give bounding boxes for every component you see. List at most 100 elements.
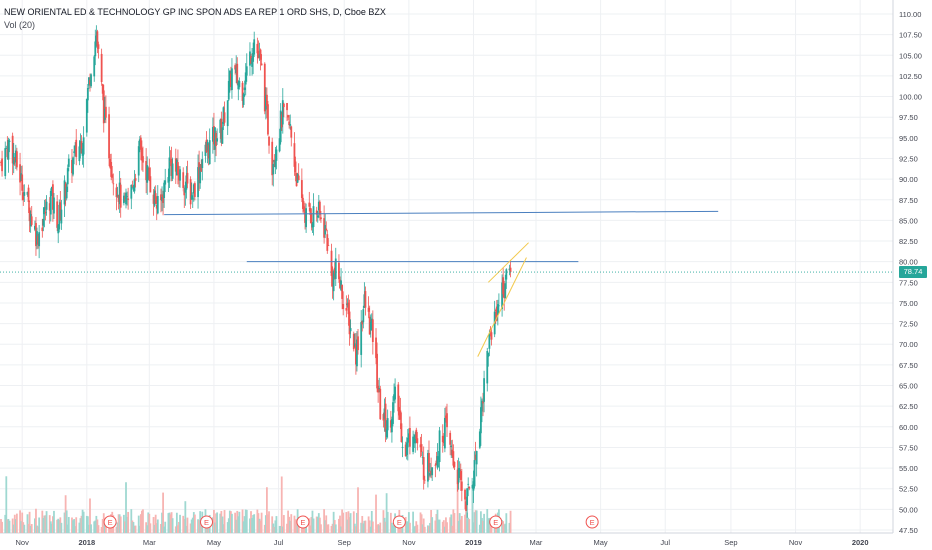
candle-body bbox=[498, 305, 500, 307]
volume-bar bbox=[348, 517, 351, 533]
earnings-marker-label: E bbox=[493, 518, 498, 527]
volume-bar bbox=[502, 521, 505, 533]
volume-bar bbox=[43, 515, 46, 533]
candle-body bbox=[124, 197, 126, 199]
volume-bar bbox=[323, 509, 326, 533]
candle-body bbox=[323, 218, 326, 238]
candle-body bbox=[201, 159, 204, 169]
volume-bar bbox=[360, 522, 363, 533]
earnings-marker-icon bbox=[585, 515, 599, 529]
candle-body bbox=[274, 159, 277, 168]
candle-body bbox=[140, 147, 143, 161]
volume-bar bbox=[36, 525, 38, 533]
volume-bar bbox=[162, 492, 164, 533]
candle-body bbox=[8, 140, 11, 142]
candle-body bbox=[281, 100, 284, 125]
volume-bar bbox=[216, 512, 219, 533]
volume-bar bbox=[377, 524, 380, 533]
candle-body bbox=[190, 195, 193, 200]
candle-body bbox=[64, 183, 67, 197]
volume-bar bbox=[29, 525, 32, 533]
candle-body bbox=[259, 49, 262, 60]
candle-body bbox=[505, 269, 508, 280]
volume-bar bbox=[310, 516, 313, 533]
volume-bar bbox=[268, 511, 270, 533]
candle-body bbox=[349, 328, 352, 332]
volume-bar bbox=[153, 524, 156, 533]
candle-body bbox=[340, 280, 342, 291]
volume-bar bbox=[251, 518, 253, 533]
volume-bar bbox=[312, 518, 315, 533]
candle-body bbox=[43, 207, 46, 215]
volume-bar bbox=[242, 521, 245, 533]
volume-bar bbox=[229, 511, 232, 533]
volume-bar bbox=[271, 516, 274, 533]
volume-bar bbox=[130, 509, 133, 533]
volume-bar bbox=[74, 526, 77, 533]
candle-body bbox=[347, 302, 350, 315]
candle-body bbox=[401, 446, 404, 448]
y-tick-label: 105.00 bbox=[899, 51, 922, 60]
candles bbox=[0, 25, 512, 518]
candle-body bbox=[392, 402, 394, 424]
candle-body bbox=[116, 194, 119, 197]
volume-bar bbox=[185, 525, 188, 533]
chart-legend: NEW ORIENTAL ED & TECHNOLOGY GP INC SPON… bbox=[4, 6, 386, 32]
candle-body bbox=[115, 187, 118, 198]
candle-body bbox=[35, 223, 37, 247]
volume-bar bbox=[309, 525, 312, 533]
volume-bar bbox=[435, 514, 438, 533]
volume-bar bbox=[253, 514, 256, 533]
candle-body bbox=[435, 460, 438, 465]
volume-bar bbox=[339, 515, 341, 533]
candle-body bbox=[60, 209, 63, 224]
volume-bar bbox=[223, 510, 226, 533]
volume-bar bbox=[451, 525, 454, 533]
wedge-trend-line bbox=[477, 257, 527, 357]
volume-bar bbox=[340, 526, 342, 533]
volume-bar bbox=[464, 514, 466, 533]
y-tick-label: 90.00 bbox=[899, 175, 918, 184]
volume-bar bbox=[286, 523, 288, 533]
volume-bar bbox=[86, 516, 89, 533]
candle-body bbox=[14, 150, 17, 163]
volume-bar bbox=[155, 523, 158, 533]
candle-body bbox=[236, 63, 239, 84]
candle-body bbox=[266, 94, 268, 106]
volume-bar bbox=[290, 514, 293, 533]
candle-body bbox=[472, 481, 475, 491]
volume-bar bbox=[416, 524, 419, 533]
volume-bar bbox=[169, 514, 172, 533]
candle-body bbox=[379, 388, 382, 420]
volume-bar bbox=[295, 519, 298, 533]
candle-body bbox=[109, 158, 112, 168]
candle-body bbox=[295, 172, 298, 187]
candle-body bbox=[220, 118, 223, 139]
candle-body bbox=[21, 174, 24, 191]
candle-body bbox=[287, 115, 289, 118]
volume-bar bbox=[65, 510, 68, 533]
candle-body bbox=[228, 70, 231, 82]
volume-bar bbox=[82, 511, 85, 533]
candle-body bbox=[108, 114, 110, 159]
y-tick-label: 50.00 bbox=[899, 505, 918, 514]
earnings-marker-icon bbox=[103, 515, 117, 529]
volume-bar bbox=[189, 523, 192, 533]
candle-body bbox=[56, 201, 59, 228]
volume-bar bbox=[347, 511, 350, 533]
candle-body bbox=[400, 423, 403, 443]
candle-body bbox=[0, 161, 2, 163]
volume-bar bbox=[274, 520, 277, 533]
candle-body bbox=[206, 141, 209, 151]
candle-body bbox=[192, 184, 195, 194]
volume-bar bbox=[192, 512, 195, 533]
candle-body bbox=[119, 184, 122, 208]
volume-bar bbox=[465, 509, 467, 533]
volume-bar bbox=[412, 511, 414, 533]
volume-bar bbox=[57, 518, 60, 533]
volume-bar bbox=[409, 522, 411, 533]
candle-body bbox=[420, 444, 423, 453]
volume-bar bbox=[170, 512, 173, 533]
volume-bar bbox=[345, 512, 348, 533]
